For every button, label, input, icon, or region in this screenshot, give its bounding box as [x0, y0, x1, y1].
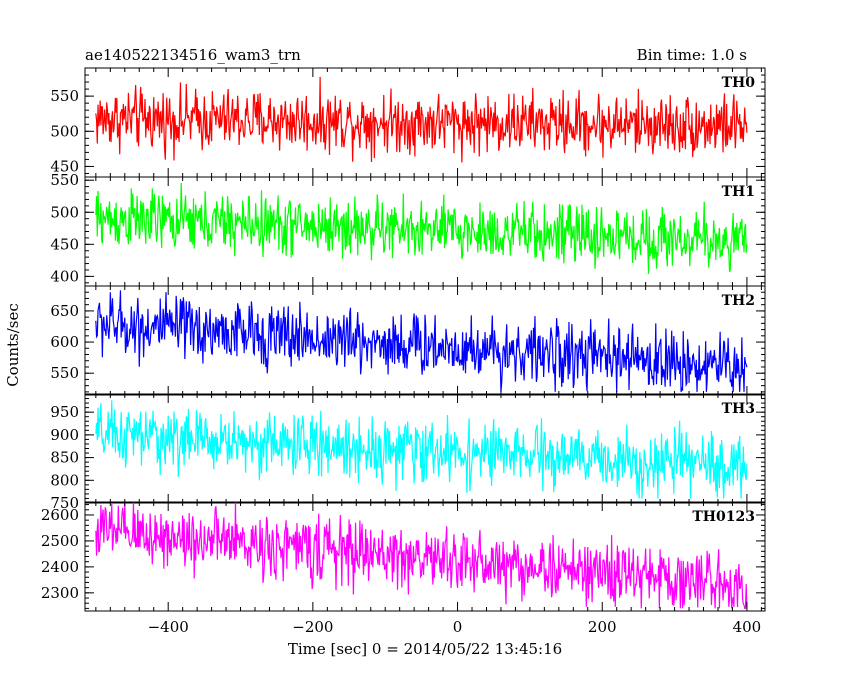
y-tick-label: 550: [50, 87, 79, 105]
y-tick-label: 950: [50, 403, 79, 421]
panel-label-th1: TH1: [722, 184, 755, 200]
panel-label-th0123: TH0123: [692, 509, 755, 525]
y-tick-label: 2400: [41, 558, 79, 576]
y-tick-label: 600: [50, 333, 79, 351]
x-tick-label: −400: [148, 618, 189, 636]
series-line-th3: [95, 400, 748, 499]
header-right-title: Bin time: 1.0 s: [637, 46, 747, 64]
y-tick-label: 2500: [41, 532, 79, 550]
y-tick-label: 850: [50, 449, 79, 467]
y-tick-label: 550: [50, 171, 79, 189]
y-tick-label: 800: [50, 471, 79, 489]
panels-group: 450 500 550 TH0 400 450 500 550 TH1 550 600 650 TH2 7…: [41, 67, 766, 636]
panel-th0: 450 500 550 TH0: [50, 67, 766, 178]
panel-label-th2: TH2: [722, 293, 755, 309]
panel-label-th0: TH0: [722, 75, 756, 91]
x-axis-label: Time [sec] 0 = 2014/05/22 13:45:16: [288, 640, 562, 658]
y-tick-label: 2600: [41, 506, 79, 524]
y-tick-label: 450: [50, 235, 79, 253]
panel-label-th3: TH3: [722, 401, 755, 417]
header-left-title: ae140522134516_wam3_trn: [85, 46, 301, 64]
y-axis-label: Counts/sec: [4, 303, 22, 387]
series-line-th1: [95, 182, 748, 275]
y-tick-label: 500: [50, 122, 79, 140]
series-line-th2: [95, 290, 748, 392]
y-tick-label: 900: [50, 426, 79, 444]
panel-frame: [84, 285, 766, 396]
panel-th2: 550 600 650 TH2: [50, 285, 766, 396]
y-tick-label: 550: [50, 364, 79, 382]
x-tick-label: 200: [588, 618, 617, 636]
x-tick-label: −200: [292, 618, 333, 636]
series-line-th0123: [95, 502, 748, 610]
panel-th3: 750 800 850 900 950 TH3: [50, 393, 766, 512]
y-tick-label: 650: [50, 302, 79, 320]
panel-th0123: 2300 2400 2500 2600 TH0123: [41, 501, 766, 612]
x-tick-label: 400: [733, 618, 762, 636]
x-tick-label: 0: [453, 618, 463, 636]
y-tick-label: 400: [50, 267, 79, 285]
panel-th1: 400 450 500 550 TH1: [50, 171, 766, 287]
y-tick-label: 750: [50, 494, 79, 512]
y-tick-label: 450: [50, 157, 79, 175]
y-tick-label: 2300: [41, 584, 79, 602]
series-line-th0: [95, 76, 748, 163]
y-tick-label: 500: [50, 203, 79, 221]
